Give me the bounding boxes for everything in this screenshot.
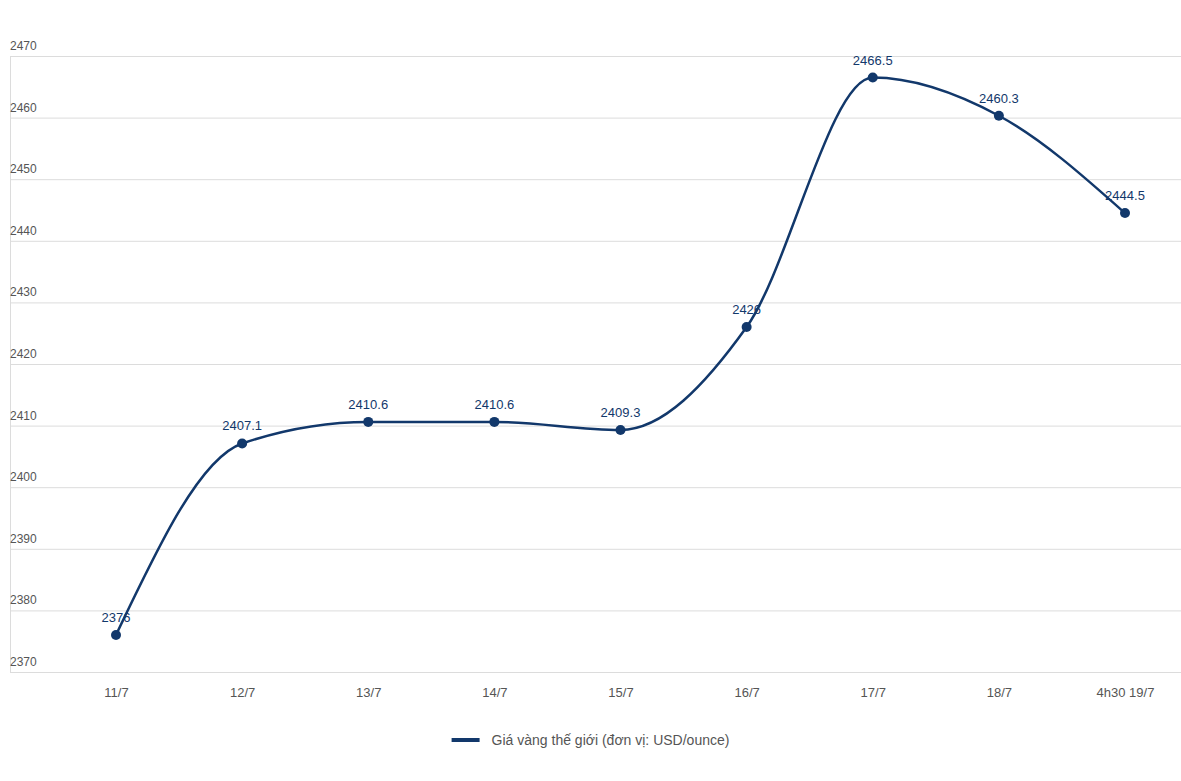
data-point — [994, 111, 1004, 121]
series-line — [116, 78, 1125, 635]
x-tick-label: 12/7 — [230, 685, 255, 700]
data-label: 2409.3 — [601, 405, 641, 420]
grid-line — [10, 487, 1181, 488]
x-tick: 17/7 — [861, 672, 886, 700]
x-tick-label: 18/7 — [987, 685, 1012, 700]
data-point — [868, 73, 878, 83]
y-tick: 2410 — [10, 409, 1181, 427]
y-axis: 2370 2380 2390 2400 2410 2420 2430 2440 2450 2460… — [10, 39, 1181, 673]
data-label: 2460.3 — [979, 91, 1019, 106]
y-tick-label: 2390 — [10, 532, 37, 546]
data-point — [111, 630, 121, 640]
data-point — [742, 322, 752, 332]
y-tick: 2470 — [10, 39, 1181, 57]
x-tick: 12/7 — [230, 672, 255, 700]
grid-line — [10, 302, 1181, 303]
x-tick-label: 16/7 — [734, 685, 759, 700]
grid-line — [10, 179, 1181, 180]
grid-line — [10, 56, 1181, 57]
data-point — [237, 438, 247, 448]
data-label: 2376 — [102, 610, 131, 625]
x-tick: 4h30 19/7 — [1097, 672, 1155, 700]
data-labels: 2376 2407.1 2410.6 2410.6 2409.3 2426 2466.5 24… — [102, 53, 1145, 625]
data-point — [1120, 208, 1130, 218]
data-point — [489, 417, 499, 427]
x-tick-label: 13/7 — [356, 685, 381, 700]
data-label: 2410.6 — [474, 397, 514, 412]
y-tick-label: 2470 — [10, 39, 37, 53]
x-tick: 13/7 — [356, 672, 381, 700]
x-tick: 11/7 — [104, 672, 128, 700]
y-tick-label: 2370 — [10, 655, 37, 669]
grid-line — [10, 241, 1181, 242]
x-tick-label: 17/7 — [861, 685, 886, 700]
y-tick-label: 2380 — [10, 593, 37, 607]
x-tick: 18/7 — [987, 672, 1012, 700]
legend: Giá vàng thế giới (đơn vị: USD/ounce) — [452, 732, 730, 748]
grid-line — [10, 672, 1181, 673]
plot-area — [111, 73, 1130, 640]
y-tick-label: 2460 — [10, 101, 37, 115]
legend-item: Giá vàng thế giới (đơn vị: USD/ounce) — [452, 732, 730, 748]
data-point — [363, 417, 373, 427]
x-axis-line — [117, 672, 1126, 673]
x-tick-label: 11/7 — [104, 685, 128, 700]
y-tick: 2440 — [10, 224, 1181, 242]
y-tick: 2450 — [10, 162, 1181, 180]
y-tick-label: 2430 — [10, 285, 37, 299]
data-label: 2444.5 — [1105, 188, 1145, 203]
x-tick-label: 15/7 — [608, 685, 633, 700]
y-tick-label: 2440 — [10, 224, 37, 238]
y-tick: 2390 — [10, 532, 1181, 550]
grid-line — [10, 364, 1181, 365]
x-tick: 16/7 — [734, 672, 759, 700]
chart: 2370 2380 2390 2400 2410 2420 2430 2440 2450 2460… — [0, 0, 1181, 781]
y-tick-label: 2400 — [10, 470, 37, 484]
y-tick-label: 2410 — [10, 409, 37, 423]
y-tick-label: 2420 — [10, 347, 37, 361]
data-label: 2466.5 — [853, 53, 893, 68]
x-tick: 14/7 — [482, 672, 507, 700]
y-tick: 2380 — [10, 593, 1181, 611]
x-tick-label: 14/7 — [482, 685, 507, 700]
x-tick-label: 4h30 19/7 — [1097, 685, 1155, 700]
legend-swatch — [452, 738, 480, 742]
y-tick-label: 2450 — [10, 162, 37, 176]
data-label: 2410.6 — [348, 397, 388, 412]
y-tick: 2370 — [10, 655, 1181, 673]
grid-line — [10, 426, 1181, 427]
data-label: 2407.1 — [222, 418, 262, 433]
grid-line — [10, 610, 1181, 611]
grid-line — [10, 549, 1181, 550]
data-point — [616, 425, 626, 435]
y-tick: 2400 — [10, 470, 1181, 488]
legend-label: Giá vàng thế giới (đơn vị: USD/ounce) — [492, 732, 730, 748]
y-tick: 2420 — [10, 347, 1181, 365]
y-tick: 2430 — [10, 285, 1181, 303]
x-tick: 15/7 — [608, 672, 633, 700]
data-label: 2426 — [732, 302, 761, 317]
x-axis: 11/7 12/7 13/7 14/7 15/7 16/7 17/7 18/7 4h30 19/… — [104, 672, 1154, 700]
